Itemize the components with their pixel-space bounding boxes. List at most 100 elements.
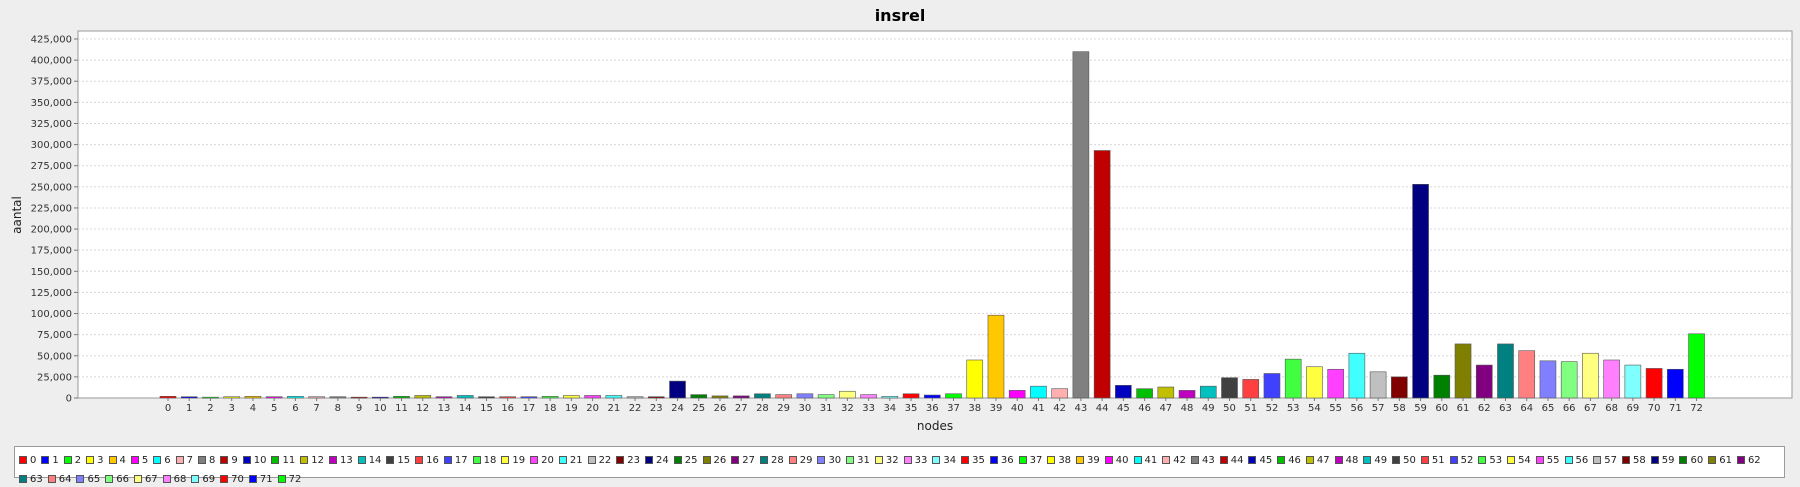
bar xyxy=(1497,343,1514,399)
legend-swatch xyxy=(386,456,395,464)
legend-swatch xyxy=(1248,456,1257,464)
legend-label: 19 xyxy=(512,454,526,466)
bar xyxy=(754,393,771,399)
legend-item: 63 xyxy=(19,472,43,486)
legend-label: 10 xyxy=(253,454,267,466)
x-tick-label: 14 xyxy=(459,403,472,414)
bar xyxy=(1263,373,1281,399)
x-tick-label: 51 xyxy=(1244,403,1257,414)
legend-item: 23 xyxy=(616,453,640,467)
legend-swatch xyxy=(558,456,567,464)
y-tick-label: 350,000 xyxy=(31,98,72,109)
bar xyxy=(414,395,432,399)
legend-item: 56 xyxy=(1564,453,1588,467)
legend-item: 9 xyxy=(220,453,238,467)
legend-item: 28 xyxy=(759,453,784,467)
x-tick-label: 45 xyxy=(1117,403,1130,414)
x-tick-label: 10 xyxy=(374,403,387,414)
bar xyxy=(1136,388,1153,399)
legend-label: 16 xyxy=(426,454,439,466)
legend-swatch xyxy=(731,456,740,464)
y-tick-label: 400,000 xyxy=(31,56,72,67)
legend-item: 43 xyxy=(1190,453,1215,467)
legend-swatch xyxy=(1535,456,1544,464)
legend-label: 6 xyxy=(164,454,171,466)
y-tick-label: 425,000 xyxy=(31,35,72,46)
legend-label: 44 xyxy=(1230,454,1244,466)
legend-swatch xyxy=(19,456,27,464)
x-tick-label: 71 xyxy=(1669,403,1682,414)
legend-item: 29 xyxy=(788,453,812,467)
x-tick-label: 26 xyxy=(714,403,727,414)
x-tick-label: 30 xyxy=(799,403,812,414)
y-axis-ticks: 0 25,000 50,000 75,000 100,000 125,000 150,000… xyxy=(31,35,78,405)
legend-item: 68 xyxy=(162,472,186,486)
bar xyxy=(223,396,240,399)
legend-swatch xyxy=(1708,456,1717,464)
y-tick-label: 250,000 xyxy=(31,182,72,193)
legend-item: 22 xyxy=(587,453,612,467)
legend-swatch xyxy=(415,456,424,464)
y-tick-label: 150,000 xyxy=(31,267,72,278)
legend-swatch xyxy=(1190,456,1199,464)
legend-label: 48 xyxy=(1345,454,1359,466)
x-tick-label: 46 xyxy=(1138,403,1151,414)
bar xyxy=(1306,366,1323,399)
legend-item: 48 xyxy=(1334,453,1359,467)
legend-swatch xyxy=(41,456,50,464)
legend-item: 8 xyxy=(198,453,215,467)
legend-swatch xyxy=(153,456,162,464)
legend-swatch xyxy=(175,456,184,464)
legend-item: 41 xyxy=(1133,453,1157,467)
legend-item: 59 xyxy=(1650,453,1674,467)
x-tick-label: 37 xyxy=(947,403,960,414)
legend-label: 66 xyxy=(116,473,129,485)
bar xyxy=(1475,364,1493,399)
x-tick-label: 20 xyxy=(586,403,599,414)
bar xyxy=(563,395,580,399)
x-tick-label: 55 xyxy=(1329,403,1342,414)
legend-item: 32 xyxy=(874,453,899,467)
x-tick-label: 0 xyxy=(165,403,171,414)
legend-label: 38 xyxy=(1058,454,1072,466)
legend-swatch xyxy=(220,475,229,483)
legend-item: 35 xyxy=(961,453,985,467)
legend-label: 45 xyxy=(1259,454,1273,466)
y-tick-label: 225,000 xyxy=(31,203,72,214)
legend-label: 67 xyxy=(144,473,158,485)
legend-item: 12 xyxy=(300,453,324,467)
legend-swatch xyxy=(1133,456,1142,464)
legend-item: 44 xyxy=(1219,453,1244,467)
bar xyxy=(1667,368,1684,399)
bar xyxy=(945,393,962,399)
legend-label: 39 xyxy=(1087,454,1100,466)
bar xyxy=(159,396,177,399)
legend-label: 9 xyxy=(231,454,238,466)
legend-label: 23 xyxy=(627,454,641,466)
legend-swatch xyxy=(1047,456,1056,464)
legend-item: 10 xyxy=(242,453,267,467)
legend-swatch xyxy=(443,456,452,464)
legend-swatch xyxy=(220,456,229,464)
legend-swatch xyxy=(1420,456,1429,464)
x-tick-label: 31 xyxy=(820,403,833,414)
legend-label: 22 xyxy=(598,454,612,466)
legend-item: 58 xyxy=(1622,453,1646,467)
legend-label: 43 xyxy=(1201,454,1215,466)
bar xyxy=(1688,333,1705,399)
legend-item: 11 xyxy=(271,453,295,467)
bar xyxy=(966,359,984,399)
x-tick-label: 21 xyxy=(607,403,620,414)
bar xyxy=(860,394,877,399)
legend-item: 4 xyxy=(108,453,126,467)
legend-item: 71 xyxy=(248,472,273,486)
bar-chart: insrel 0 25,000 50,000 75,000 100,000 125,000… xyxy=(10,6,1793,433)
legend-label: 62 xyxy=(1747,454,1761,466)
legend-swatch xyxy=(108,456,117,464)
legend-label: 4 xyxy=(119,454,126,466)
legend-swatch xyxy=(248,475,257,483)
legend-swatch xyxy=(19,475,27,483)
y-tick-label: 275,000 xyxy=(31,161,72,172)
legend-swatch xyxy=(903,456,912,464)
legend-item: 60 xyxy=(1679,453,1703,467)
